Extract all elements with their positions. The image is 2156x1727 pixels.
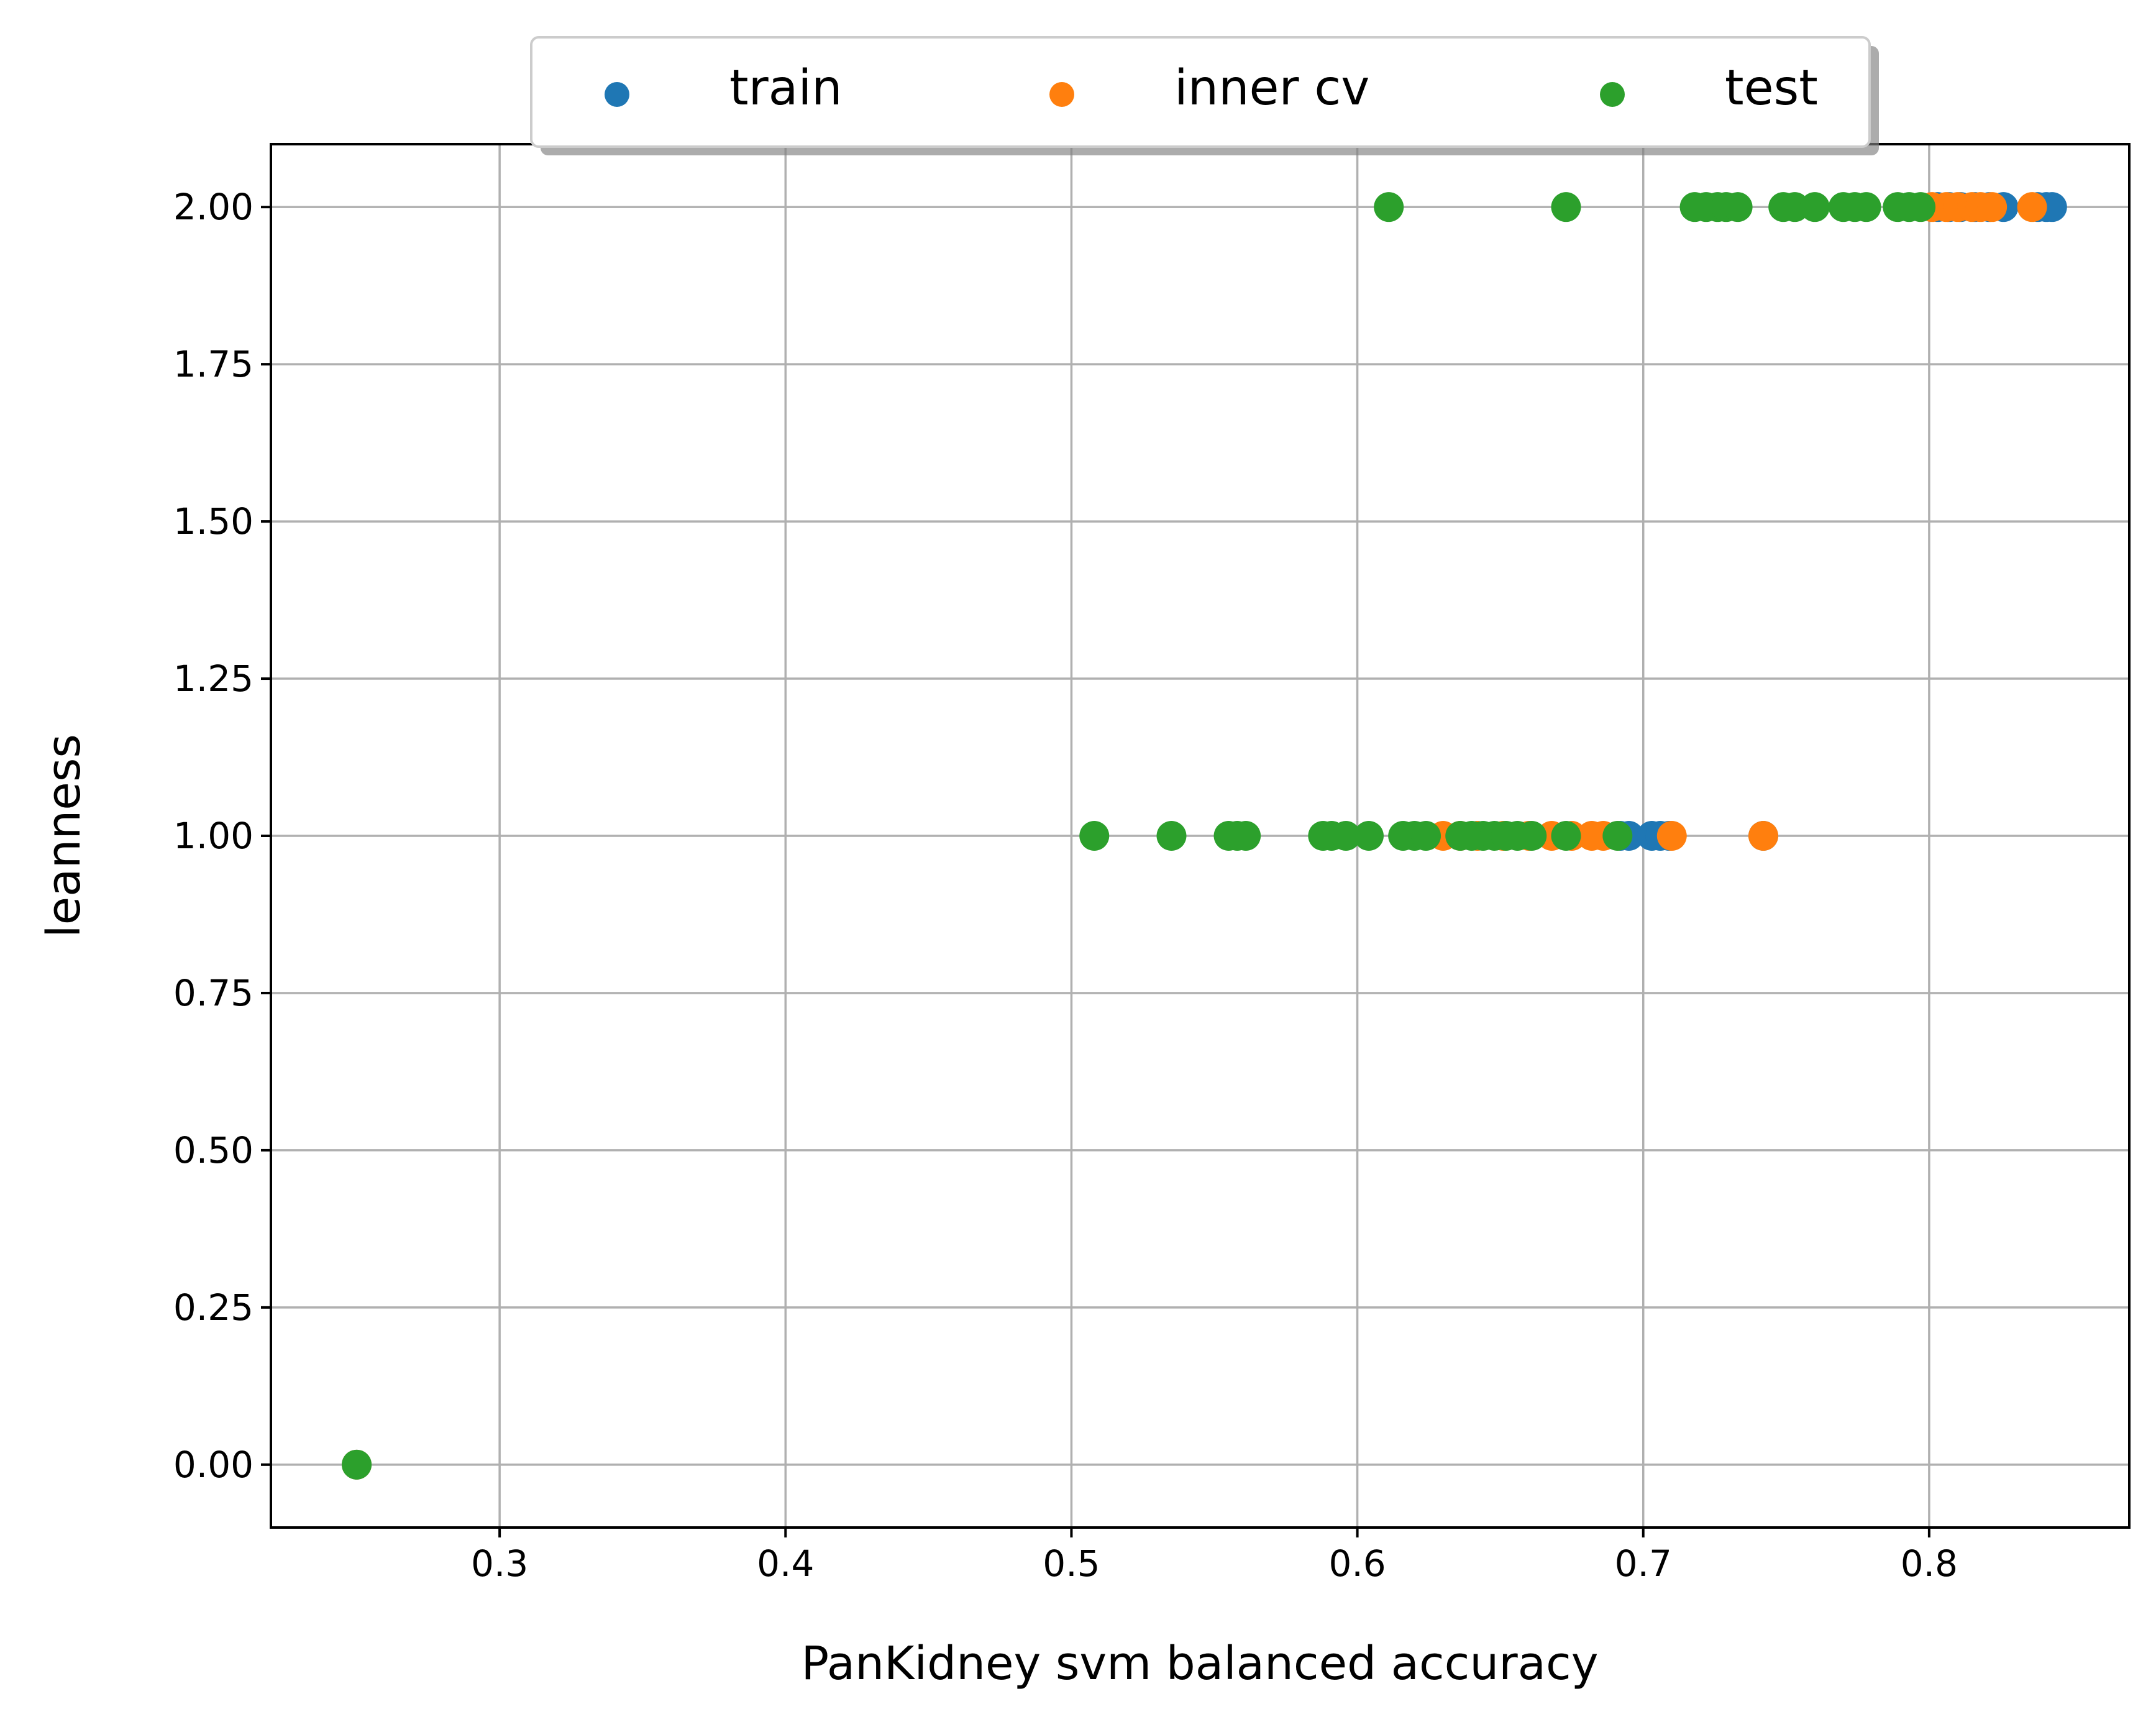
scatter-point-test [1411,821,1441,851]
y-tick-label: 1.00 [173,815,254,857]
scatter-point-test [1906,192,1936,222]
y-tick-label: 0.75 [173,972,254,1014]
y-tick-label: 1.50 [173,500,254,543]
y-tick-label: 0.25 [173,1286,254,1329]
scatter-point-test [1353,821,1384,851]
scatter-point-test [1079,821,1110,851]
scatter-point-test [1602,821,1633,851]
legend-marker-inner-cv [1049,82,1074,107]
y-tick-label: 1.25 [173,657,254,700]
scatter-point-test [1374,192,1404,222]
scatter-point-test [1331,821,1361,851]
legend-marker-train [605,82,629,107]
scatter-point-test [1551,821,1581,851]
legend: train inner cv test [530,36,1879,155]
legend-marker-test [1600,82,1625,107]
scatter-point-test [1722,192,1753,222]
scatter-point-test [1231,821,1261,851]
y-tick-label: 0.50 [173,1129,254,1171]
scatter-point-inner-cv [2017,192,2047,222]
legend-box [530,36,1871,148]
scatter-point-test [1851,192,1881,222]
x-tick-label: 0.8 [1901,1542,1958,1585]
x-axis-ticks: 0.3 0.4 0.5 0.6 0.7 0.8 [471,1528,1958,1585]
scatter-point-inner-cv [1748,821,1779,851]
x-tick-label: 0.5 [1043,1542,1100,1585]
scatter-point-test [1156,821,1187,851]
scatter-points [342,192,2067,1480]
scatter-point-inner-cv [1656,821,1687,851]
legend-label-train: train [729,60,843,116]
scatter-point-test [1799,192,1830,222]
legend-label-inner-cv: inner cv [1174,60,1369,116]
x-tick-label: 0.3 [471,1542,528,1585]
scatter-point-test [1517,821,1547,851]
scatter-point-test [1551,192,1581,222]
legend-label-test: test [1725,60,1818,116]
scatter-point-test [342,1449,372,1480]
x-tick-label: 0.7 [1615,1542,1672,1585]
x-tick-label: 0.4 [757,1542,814,1585]
y-axis-label: leanness [37,734,91,938]
y-tick-label: 0.00 [173,1444,254,1486]
x-tick-label: 0.6 [1328,1542,1386,1585]
y-tick-label: 2.00 [173,186,254,228]
y-axis-ticks: 0.00 0.25 0.50 0.75 1.00 1.25 1.50 1.75 2.00 [173,186,271,1486]
x-axis-label: PanKidney svm balanced accuracy [801,1637,1598,1690]
y-tick-label: 1.75 [173,343,254,385]
scatter-point-inner-cv [1977,192,2008,222]
